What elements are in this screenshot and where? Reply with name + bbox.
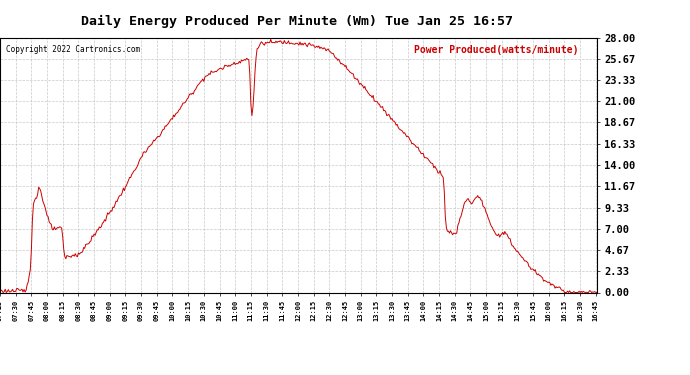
Text: Copyright 2022 Cartronics.com: Copyright 2022 Cartronics.com xyxy=(6,45,140,54)
Text: Power Produced(watts/minute): Power Produced(watts/minute) xyxy=(415,45,579,55)
Text: Daily Energy Produced Per Minute (Wm) Tue Jan 25 16:57: Daily Energy Produced Per Minute (Wm) Tu… xyxy=(81,15,513,28)
